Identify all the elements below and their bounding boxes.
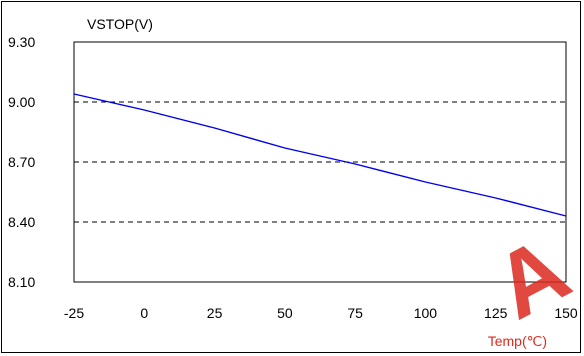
x-axis-label: Temp(℃)	[488, 333, 547, 349]
x-tick-label: 25	[207, 305, 223, 321]
x-tick-label: 150	[554, 305, 578, 321]
y-tick-label: 8.70	[8, 154, 35, 170]
y-tick-label: 8.40	[8, 214, 35, 230]
y-tick-label: 9.30	[8, 34, 35, 50]
series-line	[73, 93, 567, 217]
y-axis-label: VSTOP(V)	[87, 16, 153, 32]
x-tick-label: 125	[484, 305, 508, 321]
series-layer	[73, 93, 567, 217]
x-tick-label: -25	[64, 305, 84, 321]
x-tick-labels: -25 0 25 50 75 100 125 150	[64, 305, 578, 321]
y-tick-label: 8.10	[8, 274, 35, 290]
y-tick-labels: 9.30 9.00 8.70 8.40 8.10	[8, 34, 35, 290]
grid-lines	[74, 101, 566, 223]
x-tick-label: 0	[140, 305, 148, 321]
y-tick-label: 9.00	[8, 94, 35, 110]
x-tick-label: 100	[414, 305, 438, 321]
x-tick-label: 50	[277, 305, 293, 321]
x-tick-label: 75	[347, 305, 363, 321]
